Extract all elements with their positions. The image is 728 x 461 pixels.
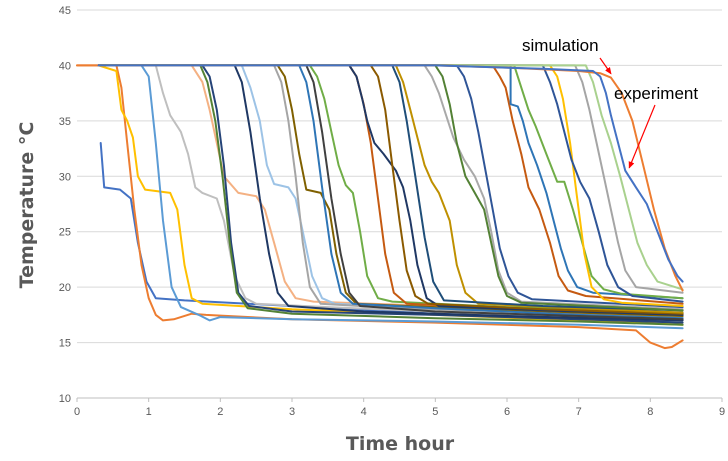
- series-line-25: [97, 64, 684, 300]
- series-line-9: [97, 64, 684, 322]
- series-line-15: [97, 64, 684, 321]
- x-tick-label: 3: [289, 406, 295, 418]
- arrow-simulation: [599, 57, 612, 75]
- series-line-14: [97, 64, 684, 314]
- y-axis-title: Temperature °C: [16, 122, 38, 289]
- horizontal-gridlines: [77, 9, 722, 399]
- y-tick-label: 40: [59, 60, 71, 72]
- x-tick-label: 5: [432, 406, 438, 418]
- series-line-5: [97, 64, 684, 322]
- series-line-29: [97, 64, 684, 294]
- annotation-simulation: simulation: [522, 36, 599, 55]
- annotation-experiment: experiment: [614, 84, 698, 103]
- series-line-7: [97, 64, 684, 324]
- y-tick-label: 35: [59, 116, 71, 128]
- y-tick-label: 25: [59, 227, 71, 239]
- series-line-21: [97, 64, 684, 311]
- arrow-experiment: [628, 104, 656, 169]
- y-tick-label: 45: [59, 5, 71, 17]
- series-line-30: [97, 64, 684, 291]
- series-line-32: [97, 64, 684, 283]
- x-axis-title: Time hour: [346, 433, 455, 455]
- series-line-26: [97, 64, 684, 300]
- data-series: [76, 64, 684, 350]
- series-line-8: [97, 64, 684, 326]
- x-tick-label: 6: [504, 406, 510, 418]
- y-tick-label: 20: [59, 282, 71, 294]
- x-tick-label: 8: [647, 406, 653, 418]
- series-line-13: [97, 64, 684, 320]
- y-tick-label: 15: [59, 338, 71, 350]
- series-line-20: [97, 64, 684, 312]
- series-line-23: [97, 64, 684, 309]
- x-tick-label: 4: [361, 406, 367, 418]
- series-line-24: [97, 64, 684, 305]
- series-line-4: [97, 64, 684, 330]
- annotations: simulation experiment: [522, 36, 698, 169]
- x-tick-label: 0: [74, 406, 80, 418]
- series-line-18: [97, 64, 684, 315]
- series-line-27: [97, 64, 684, 307]
- series-line-1: [99, 142, 684, 324]
- y-tick-label: 10: [59, 393, 71, 405]
- series-line-28: [97, 64, 684, 303]
- x-tick-label: 9: [719, 406, 725, 418]
- series-line-3: [97, 64, 684, 326]
- x-tick-label: 1: [146, 406, 152, 418]
- series-line-22: [97, 64, 684, 312]
- y-tick-label: 30: [59, 171, 71, 183]
- series-line-2: [76, 64, 684, 350]
- x-tick-label: 2: [217, 406, 223, 418]
- x-tick-label: 7: [576, 406, 582, 418]
